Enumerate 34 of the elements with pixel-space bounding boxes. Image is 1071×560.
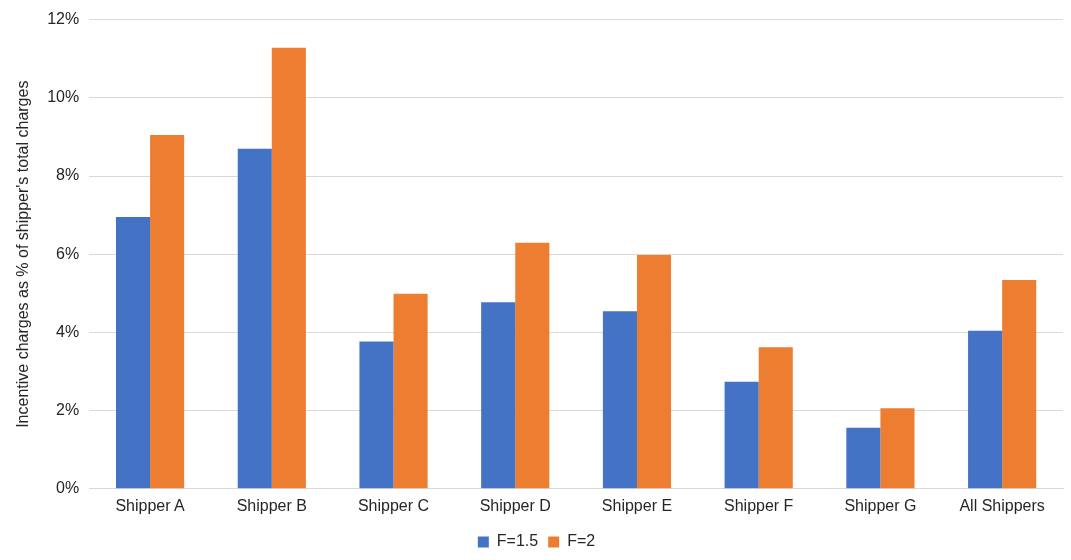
bar xyxy=(968,330,1003,489)
y-axis-title: Incentive charges as % of shipper's total charges xyxy=(14,80,32,428)
bar xyxy=(271,47,306,489)
y-tick-label: 6% xyxy=(56,244,80,262)
bar xyxy=(359,341,394,489)
x-tick-label: Shipper B xyxy=(236,496,307,514)
y-tick-label: 0% xyxy=(56,479,80,497)
legend-label: F=2 xyxy=(567,532,596,550)
bar xyxy=(880,408,915,489)
y-tick-label: 4% xyxy=(56,322,80,340)
x-tick-label: Shipper D xyxy=(479,496,551,514)
x-tick-label: Shipper G xyxy=(844,496,917,514)
y-tick-label: 10% xyxy=(47,88,80,106)
bar xyxy=(393,293,428,489)
bar xyxy=(237,148,272,489)
x-tick-label: Shipper F xyxy=(724,496,794,514)
x-tick-label: All Shippers xyxy=(959,496,1045,514)
bar xyxy=(515,242,550,489)
bar xyxy=(116,217,151,489)
bar xyxy=(481,302,516,489)
y-tick-label: 8% xyxy=(56,166,80,184)
y-tick-label: 12% xyxy=(47,10,80,28)
bar xyxy=(602,311,637,489)
x-tick-label: Shipper C xyxy=(357,496,430,514)
bar xyxy=(150,134,185,489)
bar xyxy=(846,427,881,489)
bar xyxy=(724,381,759,489)
x-tick-label: Shipper E xyxy=(601,496,673,514)
x-tick-label: Shipper A xyxy=(115,496,186,514)
y-tick-label: 2% xyxy=(56,401,80,419)
bar xyxy=(1002,280,1037,489)
bar xyxy=(636,254,672,489)
legend-label: F=1.5 xyxy=(496,532,539,550)
bar xyxy=(758,347,793,489)
